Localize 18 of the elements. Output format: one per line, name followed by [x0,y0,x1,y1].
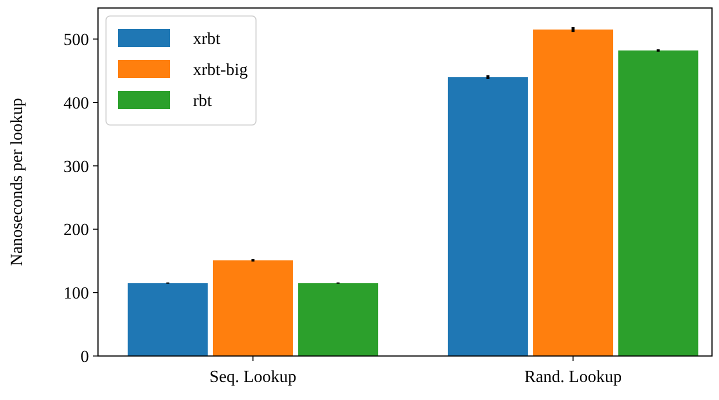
bar [298,283,378,356]
bar [128,283,208,356]
legend-label: xrbt [193,28,221,48]
y-tick-label: 0 [80,346,89,366]
y-tick-label: 400 [64,93,89,112]
y-tick-label: 500 [64,30,89,50]
y-tick-label: 300 [64,156,89,176]
bar [618,50,698,356]
legend-label: rbt [193,90,212,110]
legend-label: xrbt-big [193,60,248,79]
y-tick-label: 100 [64,284,89,303]
bar [448,77,528,356]
y-tick-label: 200 [64,220,89,240]
y-axis-title: Nanoseconds per lookup [7,98,26,266]
x-tick-label: Seq. Lookup [209,367,296,386]
bar [533,30,614,356]
x-tick-label: Rand. Lookup [524,367,622,386]
bar [212,260,293,356]
